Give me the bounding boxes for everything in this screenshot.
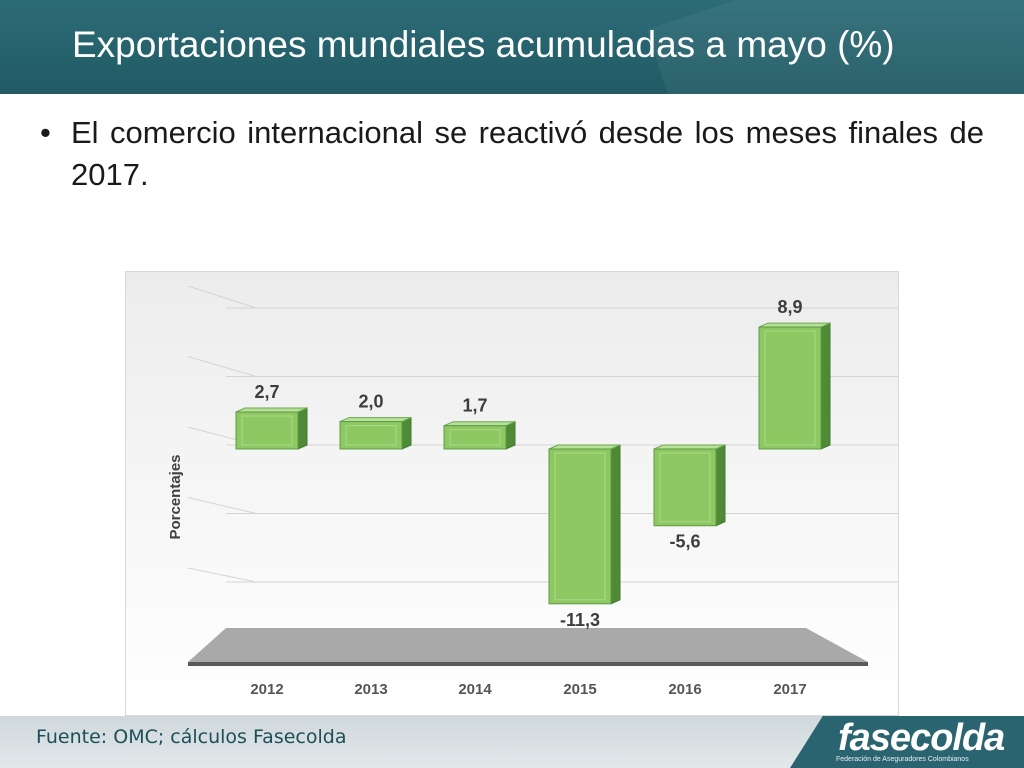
bar xyxy=(653,448,717,527)
source-note: Fuente: OMC; cálculos Fasecolda xyxy=(36,726,347,748)
bar-top xyxy=(548,444,621,450)
x-tick-label: 2015 xyxy=(563,681,596,698)
logo-subtitle: Federación de Aseguradores Colombianos xyxy=(836,756,969,763)
bar-top xyxy=(339,417,412,423)
bar-highlight xyxy=(764,330,816,446)
bar-side xyxy=(610,444,621,605)
gridline-side xyxy=(187,497,257,514)
bar xyxy=(548,448,612,605)
y-axis-label: Porcentajes xyxy=(167,454,184,539)
bar-highlight xyxy=(345,425,397,446)
bar-highlight xyxy=(554,452,606,601)
bar-side xyxy=(297,407,308,450)
bar xyxy=(235,411,299,450)
bar xyxy=(758,326,822,450)
x-tick-label: 2012 xyxy=(250,681,283,698)
bar-side xyxy=(401,416,412,450)
bar-highlight xyxy=(449,429,501,446)
bullet-item: • El comercio internacional se reactivó … xyxy=(40,112,984,196)
x-tick-label: 2013 xyxy=(354,681,387,698)
bar-side xyxy=(820,322,831,450)
data-label: -11,3 xyxy=(560,610,600,630)
bar-top xyxy=(443,421,516,427)
bar xyxy=(443,425,507,450)
chart-container: Porcentajes 2,7 2012 2,0 2013 1,7 2014 -11,3 201… xyxy=(125,271,899,716)
data-label: 1,7 xyxy=(462,396,487,416)
data-label: 8,9 xyxy=(777,297,802,317)
bar-highlight xyxy=(241,415,293,446)
x-tick-label: 2014 xyxy=(458,681,492,698)
chart-floor-edge xyxy=(188,662,868,666)
fasecolda-logo: fasecolda xyxy=(838,717,1005,759)
gridline-side xyxy=(187,285,257,309)
bar-top xyxy=(235,407,308,413)
x-tick-label: 2016 xyxy=(668,681,701,698)
gridline-side xyxy=(187,567,257,583)
data-label: 2,7 xyxy=(254,382,279,402)
logo-background xyxy=(790,716,1024,768)
title-bar: Exportaciones mundiales acumuladas a may… xyxy=(0,0,1024,94)
chart-floor-top xyxy=(188,628,868,662)
chart-svg: Porcentajes 2,7 2012 2,0 2013 1,7 2014 -11,3 201… xyxy=(167,285,898,698)
x-tick-label: 2017 xyxy=(773,681,806,698)
bar-side xyxy=(715,444,726,527)
slide-title: Exportaciones mundiales acumuladas a may… xyxy=(72,24,895,65)
bar-top xyxy=(758,322,831,328)
bullet-marker: • xyxy=(40,115,51,150)
bar-side xyxy=(505,420,516,450)
data-label: -5,6 xyxy=(669,532,700,552)
bar-top xyxy=(653,444,726,450)
gridline-side xyxy=(187,356,257,377)
bullet-text: El comercio internacional se reactivó de… xyxy=(71,115,984,192)
bar-highlight xyxy=(659,452,711,523)
data-label: 2,0 xyxy=(358,392,383,412)
bar xyxy=(339,421,403,450)
